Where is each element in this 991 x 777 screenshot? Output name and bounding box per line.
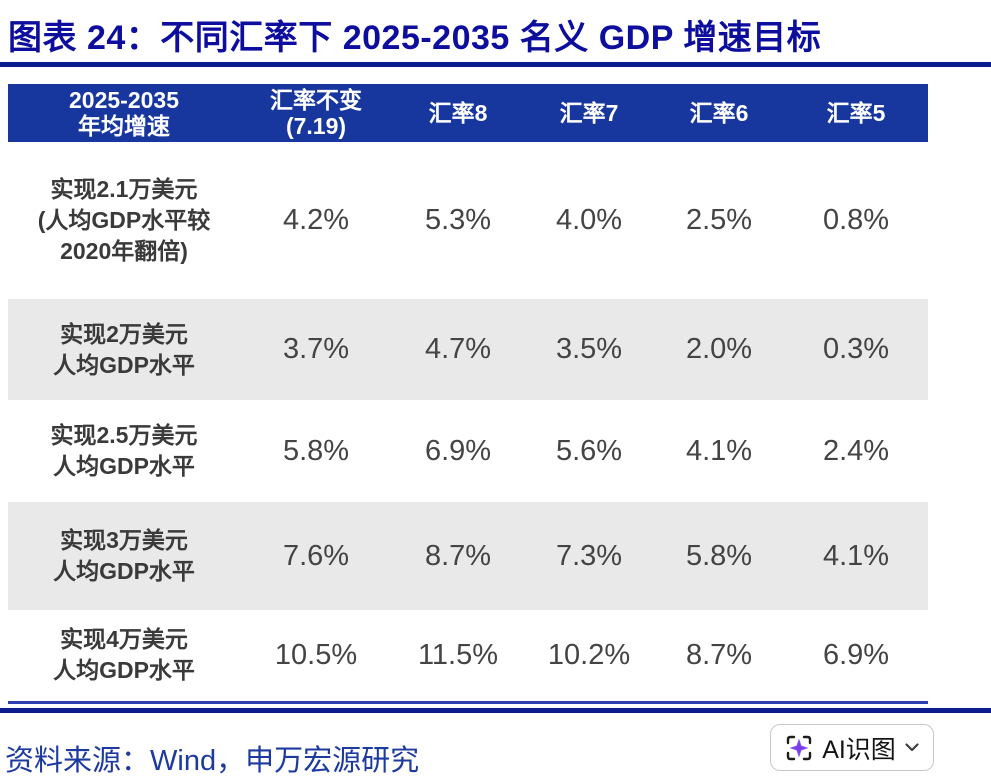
header-cell-rate-6: 汇率6	[689, 100, 749, 126]
header-cell-rate-5: 汇率5	[826, 100, 886, 126]
growth-value: 3.5%	[555, 333, 623, 365]
ai-button-label: AI识图	[822, 735, 896, 764]
header-cell-rate-8: 汇率8	[428, 100, 488, 126]
growth-value: 8.7%	[685, 638, 753, 671]
growth-value: 2.5%	[685, 204, 753, 236]
growth-value: 5.3%	[424, 204, 492, 236]
chevron-down-icon	[905, 743, 919, 752]
growth-value: 4.1%	[822, 539, 890, 572]
table-row: 实现3万美元 人均GDP水平 7.6% 8.7% 7.3% 5.8% 4.1%	[8, 502, 928, 610]
growth-value: 4.7%	[424, 333, 492, 365]
header-cell-period: 2025-2035 年均增速	[8, 87, 240, 139]
ai-scan-sparkle-icon	[785, 734, 813, 762]
growth-value: 10.5%	[274, 638, 358, 671]
header-period-line1: 2025-2035	[69, 87, 179, 113]
row-label: 实现4万美元 人均GDP水平	[53, 626, 195, 683]
row-label: 实现2万美元 人均GDP水平	[53, 320, 195, 378]
growth-value: 8.7%	[424, 539, 492, 572]
growth-value: 7.6%	[282, 539, 350, 572]
row-label: 实现2.1万美元 (人均GDP水平较 2020年翻倍)	[37, 176, 211, 264]
source-note: 资料来源：Wind，申万宏源研究	[5, 745, 420, 777]
row-label: 实现3万美元 人均GDP水平	[53, 527, 195, 584]
gdp-growth-table: 2025-2035 年均增速 汇率不变(7.19) 汇率8 汇率7 汇率6 汇率…	[8, 84, 928, 700]
growth-value: 5.8%	[282, 434, 350, 467]
table-header-row: 2025-2035 年均增速 汇率不变(7.19) 汇率8 汇率7 汇率6 汇率…	[8, 84, 928, 142]
growth-value: 4.1%	[685, 434, 753, 467]
growth-value: 3.7%	[282, 333, 350, 365]
growth-value: 4.0%	[555, 204, 623, 236]
growth-value: 5.6%	[555, 434, 623, 467]
table-row: 实现2.1万美元 (人均GDP水平较 2020年翻倍) 4.2% 5.3% 4.0% 2.5…	[8, 142, 928, 299]
table-row: 实现2.5万美元 人均GDP水平 5.8% 6.9% 5.6% 4.1% 2.4%	[8, 400, 928, 502]
ai-recognize-button[interactable]: AI识图	[770, 724, 934, 771]
header-cell-rate-7: 汇率7	[559, 100, 619, 126]
table-bottom-border	[8, 701, 928, 704]
growth-value: 7.3%	[555, 539, 623, 572]
growth-value: 6.9%	[424, 434, 492, 467]
growth-value: 11.5%	[417, 638, 499, 671]
growth-value: 10.2%	[547, 638, 631, 671]
growth-value: 6.9%	[822, 638, 890, 671]
table-row: 实现4万美元 人均GDP水平 10.5% 11.5% 10.2% 8.7% 6.9%	[8, 610, 928, 700]
growth-value: 4.2%	[282, 204, 350, 236]
growth-value: 0.8%	[822, 204, 890, 236]
figure-title: 图表 24：不同汇率下 2025-2035 名义 GDP 增速目标	[8, 19, 822, 57]
table-row: 实现2万美元 人均GDP水平 3.7% 4.7% 3.5% 2.0% 0.3%	[8, 299, 928, 400]
title-divider	[0, 62, 991, 67]
growth-value: 2.0%	[685, 333, 753, 365]
row-label: 实现2.5万美元 人均GDP水平	[50, 422, 198, 479]
header-period-line2: 年均增速	[78, 113, 170, 139]
growth-value: 2.4%	[822, 434, 890, 467]
table-body: 实现2.1万美元 (人均GDP水平较 2020年翻倍) 4.2% 5.3% 4.0% 2.5…	[8, 142, 928, 700]
growth-value: 5.8%	[685, 539, 753, 572]
header-cell-rate-unchanged: 汇率不变(7.19)	[270, 87, 362, 139]
figure-bottom-divider	[0, 708, 991, 713]
growth-value: 0.3%	[822, 333, 890, 365]
